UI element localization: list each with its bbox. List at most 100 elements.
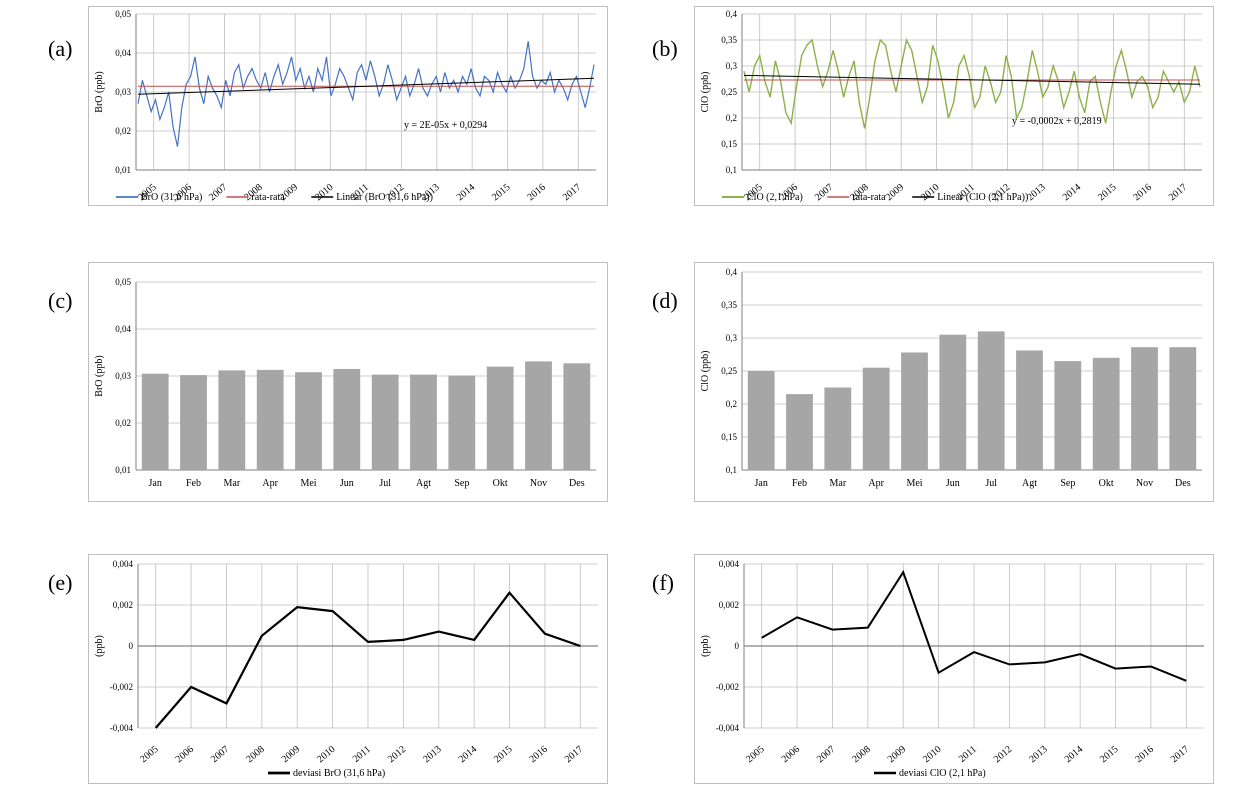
bar-apr [256, 369, 284, 470]
y-tick-label: 0,03 [115, 87, 131, 97]
y-tick-label: -0,004 [110, 723, 134, 733]
panel-label-d: (d) [652, 288, 678, 313]
y-tick-label: 0,002 [719, 600, 739, 610]
y-tick-label: 0,4 [726, 9, 738, 19]
bar-mei [295, 372, 322, 470]
bar-jan [747, 371, 775, 470]
y-axis-label: BrO (ppb) [94, 355, 105, 396]
bar-agt [410, 374, 437, 470]
x-tick-label: Jul [985, 478, 997, 489]
y-tick-label: 0 [129, 641, 134, 651]
y-axis-label: ClO (ppb) [700, 72, 711, 113]
y-tick-label: 0,2 [726, 399, 737, 409]
x-tick-label: Okt [1099, 478, 1114, 489]
y-tick-label: 0,35 [721, 35, 737, 45]
series-line-2 [137, 77, 595, 95]
bar-sep [448, 375, 476, 470]
y-tick-label: 0,01 [115, 165, 131, 175]
chart-border [694, 554, 1214, 784]
bar-jul [371, 374, 399, 470]
legend-entry: ClO (2,1 hPa) [747, 192, 803, 203]
x-tick-label: Mei [906, 478, 922, 489]
x-tick-label: Des [1175, 478, 1191, 489]
y-axis-label: ClO (ppb) [700, 351, 711, 392]
chart-c-bro-monthly: 0,01 0,02 0,03 0,04 0,05 Jan Feb Mar Apr Mei Jun Ju… [88, 262, 608, 502]
y-axis-label: (ppb) [94, 635, 105, 657]
x-tick-label: Feb [186, 478, 201, 489]
y-tick-label: 0,25 [721, 87, 737, 97]
y-tick-label: 0,04 [115, 48, 131, 58]
y-tick-label: 0,2 [726, 113, 737, 123]
y-tick-label: 0,35 [721, 300, 737, 310]
panel-label-b: (b) [652, 36, 678, 61]
bar-feb [786, 394, 813, 470]
bar-sep [1054, 361, 1082, 470]
y-axis-label: (ppb) [700, 635, 711, 657]
x-tick-label: Mar [223, 478, 240, 489]
legend-entry: rata-rata [852, 192, 886, 203]
legend-entry: rata-rata [251, 192, 285, 203]
bar-nov [525, 361, 552, 470]
x-tick-label: Jul [379, 478, 391, 489]
bar-mar [824, 387, 852, 470]
y-tick-label: 0,002 [113, 600, 133, 610]
bar-mar [218, 370, 246, 470]
panel-label-a: (a) [48, 36, 73, 61]
y-tick-label: 0,004 [113, 559, 134, 569]
x-tick-label: Jun [946, 478, 960, 489]
x-tick-label: Sep [1060, 478, 1075, 489]
x-tick-label: Agt [416, 478, 431, 489]
x-tick-label: Apr [262, 478, 278, 489]
legend-entry: Linear (ClO (2,1 hPa)) [937, 192, 1028, 203]
legend-entry: deviasi BrO (31,6 hPa) [293, 768, 385, 779]
series-line-2 [743, 74, 1201, 85]
panel-label-c: (c) [48, 288, 73, 313]
y-tick-label: 0,3 [726, 333, 738, 343]
x-tick-label: Mei [300, 478, 316, 489]
bar-des [1169, 347, 1197, 470]
trendline-equation: y = -0,0002x + 0,2819 [1012, 116, 1102, 127]
x-tick-label: Okt [493, 478, 508, 489]
chart-d-clo-monthly: 0,1 0,15 0,2 0,25 0,3 0,35 0,4 Jan Feb Mar Apr Mei J… [694, 262, 1214, 502]
chart-border [88, 6, 608, 206]
legend-entry: deviasi ClO (2,1 hPa) [899, 768, 986, 779]
y-tick-label: 0,4 [726, 267, 738, 277]
y-tick-label: 0,05 [115, 9, 131, 19]
bar-apr [862, 367, 890, 470]
y-tick-label: 0,25 [721, 366, 737, 376]
y-tick-label: 0,004 [719, 559, 740, 569]
x-tick-label: Jun [340, 478, 354, 489]
trendline-equation: y = 2E-05x + 0,0294 [404, 120, 487, 131]
bar-jan [141, 373, 169, 470]
y-tick-label: -0,002 [110, 682, 133, 692]
y-tick-label: 0,1 [726, 465, 737, 475]
y-tick-label: 0,15 [721, 432, 737, 442]
x-tick-label: Des [569, 478, 585, 489]
bar-des [563, 363, 591, 470]
y-tick-label: 0,05 [115, 277, 131, 287]
bar-okt [486, 366, 514, 470]
y-tick-label: -0,002 [716, 682, 739, 692]
series-line-0 [137, 41, 595, 147]
legend-entry: BrO (31,6 hPa) [141, 192, 202, 203]
x-tick-label: Jan [754, 478, 767, 489]
bar-jun [333, 369, 361, 470]
x-tick-label: Nov [1136, 478, 1153, 489]
y-axis-label: BrO (ppb) [94, 71, 105, 112]
y-tick-label: -0,004 [716, 723, 740, 733]
y-tick-label: 0,04 [115, 324, 131, 334]
y-tick-label: 0,1 [726, 165, 737, 175]
series-line-0 [761, 569, 1187, 682]
y-tick-label: 0,03 [115, 371, 131, 381]
y-tick-label: 0,02 [115, 418, 131, 428]
y-tick-label: 0,02 [115, 126, 131, 136]
x-tick-label: Feb [792, 478, 807, 489]
legend-entry: Linear (BrO (31,6 hPa)) [336, 192, 433, 203]
y-tick-label: 0,3 [726, 61, 738, 71]
bar-jul [977, 331, 1005, 470]
bar-jun [939, 334, 967, 470]
x-tick-label: Nov [530, 478, 547, 489]
series-line-0 [154, 590, 581, 729]
